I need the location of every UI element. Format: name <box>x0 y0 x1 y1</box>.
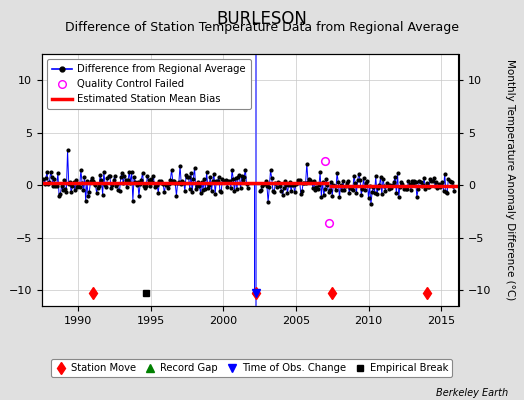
Text: Difference of Station Temperature Data from Regional Average: Difference of Station Temperature Data f… <box>65 21 459 34</box>
Legend: Station Move, Record Gap, Time of Obs. Change, Empirical Break: Station Move, Record Gap, Time of Obs. C… <box>51 359 452 377</box>
Text: Berkeley Earth: Berkeley Earth <box>436 388 508 398</box>
Legend: Difference from Regional Average, Quality Control Failed, Estimated Station Mean: Difference from Regional Average, Qualit… <box>47 59 250 109</box>
Y-axis label: Monthly Temperature Anomaly Difference (°C): Monthly Temperature Anomaly Difference (… <box>506 59 516 301</box>
Text: BURLESON: BURLESON <box>216 10 308 28</box>
